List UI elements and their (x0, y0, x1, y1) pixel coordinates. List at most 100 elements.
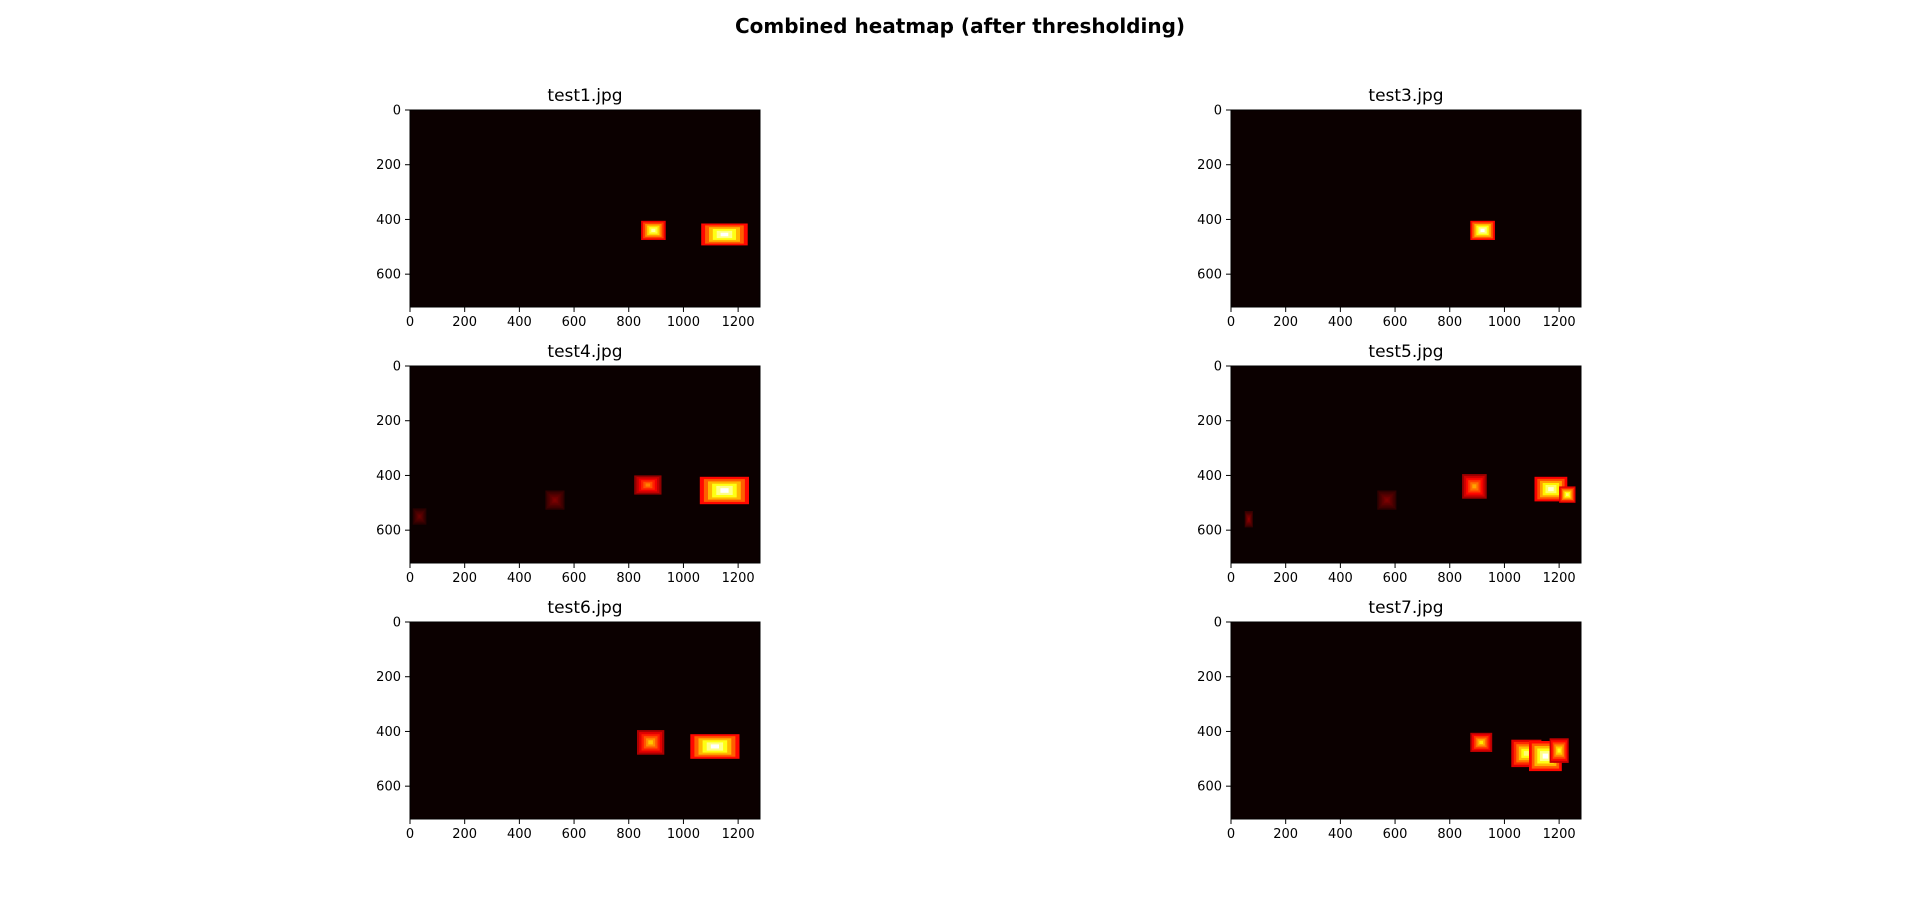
x-tick-label: 800 (616, 827, 641, 842)
heatmap-background (410, 110, 760, 307)
x-tick-label: 400 (507, 827, 532, 842)
axes-frame (1230, 621, 1582, 820)
heat-blob (553, 498, 557, 502)
heat-blob (720, 232, 729, 237)
x-tick-label: 400 (1328, 571, 1353, 586)
x-tick-label: 1000 (667, 827, 700, 842)
heatmap-background (410, 366, 760, 563)
x-tick-label: 200 (452, 827, 477, 842)
x-tick-label: 0 (1227, 315, 1235, 330)
panel-title: test6.jpg (547, 598, 623, 618)
heatmap-background (410, 622, 760, 819)
heat-blob (645, 483, 651, 487)
x-tick-label: 1000 (1488, 315, 1521, 330)
x-tick-label: 800 (1437, 571, 1462, 586)
x-tick-label: 600 (1383, 827, 1408, 842)
y-tick-label: 200 (1197, 670, 1222, 685)
y-tick-label: 400 (1197, 213, 1222, 228)
y-tick-label: 200 (1197, 158, 1222, 173)
y-tick-label: 200 (376, 158, 401, 173)
x-tick-label: 0 (406, 827, 414, 842)
x-tick-label: 600 (562, 315, 587, 330)
x-tick-label: 800 (616, 315, 641, 330)
y-tick-label: 200 (1197, 414, 1222, 429)
x-tick-label: 0 (406, 315, 414, 330)
x-tick-label: 400 (1328, 315, 1353, 330)
x-tick-label: 1200 (1543, 315, 1576, 330)
y-tick-label: 600 (1197, 780, 1222, 795)
x-tick-label: 1200 (722, 315, 755, 330)
axes-frame (409, 109, 761, 308)
axes-frame (409, 621, 761, 820)
panel-title: test3.jpg (1368, 86, 1444, 106)
axes-frame (1230, 109, 1582, 308)
x-tick-label: 800 (616, 571, 641, 586)
y-tick-label: 400 (376, 725, 401, 740)
axes-frame (1230, 365, 1582, 564)
figure-title: Combined heatmap (after thresholding) (734, 14, 1186, 38)
x-tick-label: 1200 (722, 827, 755, 842)
panel-title: test7.jpg (1368, 598, 1444, 618)
y-tick-label: 600 (376, 780, 401, 795)
x-tick-label: 400 (507, 571, 532, 586)
y-tick-label: 400 (1197, 725, 1222, 740)
heat-blob (1523, 751, 1529, 756)
heatmap-panel: 0 200 400 600 800 1000 1200 0 200 400 600 (376, 104, 761, 330)
x-tick-label: 0 (406, 571, 414, 586)
panel-title: test5.jpg (1368, 342, 1444, 362)
x-tick-label: 200 (1273, 315, 1298, 330)
heat-blob (418, 515, 421, 518)
axes-frame (409, 365, 761, 564)
y-tick-label: 600 (376, 268, 401, 283)
heatmap-panel: 0 200 400 600 800 1000 1200 0 200 400 600 (1197, 104, 1582, 330)
x-tick-label: 600 (1383, 571, 1408, 586)
x-tick-label: 1000 (1488, 827, 1521, 842)
y-tick-label: 400 (376, 469, 401, 484)
heat-blob (1566, 493, 1569, 496)
heat-blob (1548, 487, 1554, 492)
y-tick-label: 0 (393, 104, 401, 119)
y-tick-label: 200 (376, 414, 401, 429)
heat-blob (1472, 484, 1477, 489)
y-tick-label: 0 (393, 360, 401, 375)
heat-blob (1479, 740, 1483, 744)
heatmap-background (1231, 366, 1581, 563)
y-tick-label: 400 (376, 213, 401, 228)
x-tick-label: 600 (562, 827, 587, 842)
x-tick-label: 1000 (667, 315, 700, 330)
x-tick-label: 1200 (1543, 571, 1576, 586)
x-tick-label: 800 (1437, 315, 1462, 330)
y-tick-label: 600 (376, 524, 401, 539)
heatmap-panel: 0 200 400 600 800 1000 1200 0 200 400 600 (1197, 616, 1582, 842)
x-tick-label: 0 (1227, 827, 1235, 842)
heat-blob (710, 744, 719, 749)
heat-blob (648, 740, 653, 745)
panel-title: test4.jpg (547, 342, 623, 362)
heatmap-panel: 0 200 400 600 800 1000 1200 0 200 400 600 (376, 360, 761, 586)
y-tick-label: 0 (1214, 104, 1222, 119)
heat-blob (1557, 748, 1561, 753)
heatmap-background (1231, 110, 1581, 307)
x-tick-label: 200 (1273, 571, 1298, 586)
x-tick-label: 600 (562, 571, 587, 586)
y-tick-label: 0 (1214, 616, 1222, 631)
heat-blob (1248, 517, 1250, 521)
heatmap-background (1231, 622, 1581, 819)
heat-blob (1480, 228, 1485, 232)
heatmap-panel: 0 200 400 600 800 1000 1200 0 200 400 600 (376, 616, 761, 842)
y-tick-label: 600 (1197, 268, 1222, 283)
x-tick-label: 800 (1437, 827, 1462, 842)
heat-blob (720, 488, 729, 493)
x-tick-label: 400 (507, 315, 532, 330)
x-tick-label: 1000 (1488, 571, 1521, 586)
x-tick-label: 0 (1227, 571, 1235, 586)
x-tick-label: 400 (1328, 827, 1353, 842)
x-tick-label: 1200 (1543, 827, 1576, 842)
x-tick-label: 1000 (667, 571, 700, 586)
heat-blob (1542, 753, 1549, 759)
x-tick-label: 200 (452, 315, 477, 330)
x-tick-label: 200 (452, 571, 477, 586)
y-tick-label: 400 (1197, 469, 1222, 484)
y-tick-label: 0 (1214, 360, 1222, 375)
